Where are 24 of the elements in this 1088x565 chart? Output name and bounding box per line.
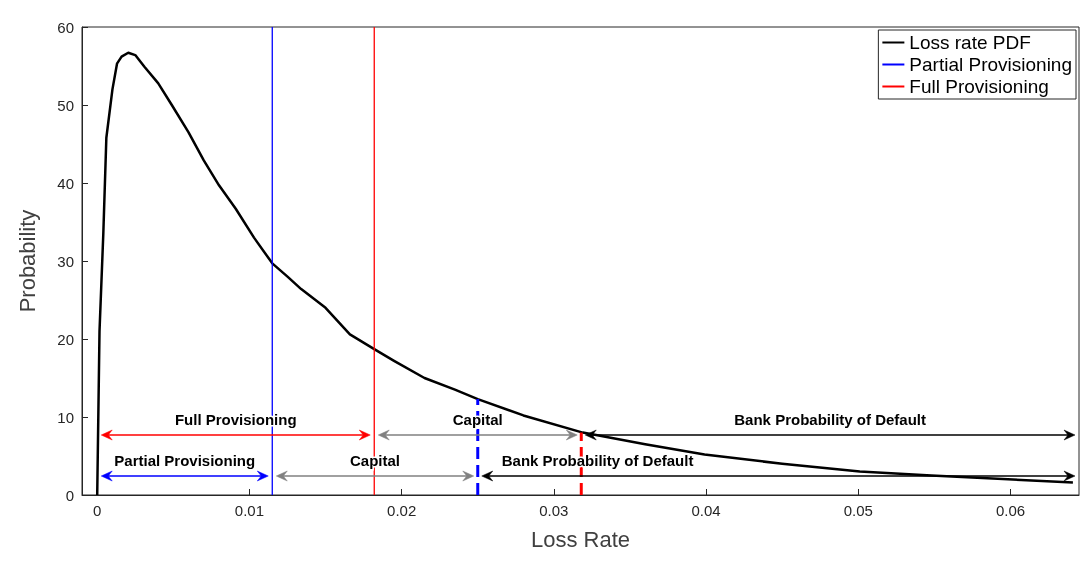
y-tick-label: 40: [57, 174, 74, 192]
x-tick-label: 0: [93, 502, 102, 519]
y-axis-title: Probability: [14, 209, 40, 313]
x-tick-label: 0.02: [387, 502, 417, 519]
y-tick-label: 0: [65, 486, 74, 504]
annotation: Capital: [452, 411, 503, 428]
annotation: Bank Probability of Default: [734, 411, 926, 428]
y-tick-label: 10: [57, 408, 74, 426]
x-tick-label: 0.06: [995, 502, 1026, 519]
legend-label: Partial Provisioning: [909, 54, 1073, 75]
y-tick-label: 30: [57, 252, 74, 270]
y-tick-label: 20: [57, 330, 74, 348]
annotation: Bank Probability of Default: [501, 452, 694, 469]
annotation: Partial Provisioning: [114, 452, 256, 469]
legend-label: Loss rate PDF: [909, 32, 1031, 53]
x-tick-label: 0.05: [843, 502, 873, 519]
line-series: [95, 51, 1075, 497]
y-tick-label: 50: [57, 96, 74, 114]
y-tick-label: 60: [57, 18, 74, 36]
x-tick-label: 0.04: [691, 502, 721, 519]
legend-label: Full Provisioning: [909, 76, 1049, 97]
x-tick-label: 0.03: [539, 502, 569, 519]
x-tick-label: 0.01: [234, 502, 265, 519]
x-axis-title: Loss Rate: [530, 526, 631, 552]
